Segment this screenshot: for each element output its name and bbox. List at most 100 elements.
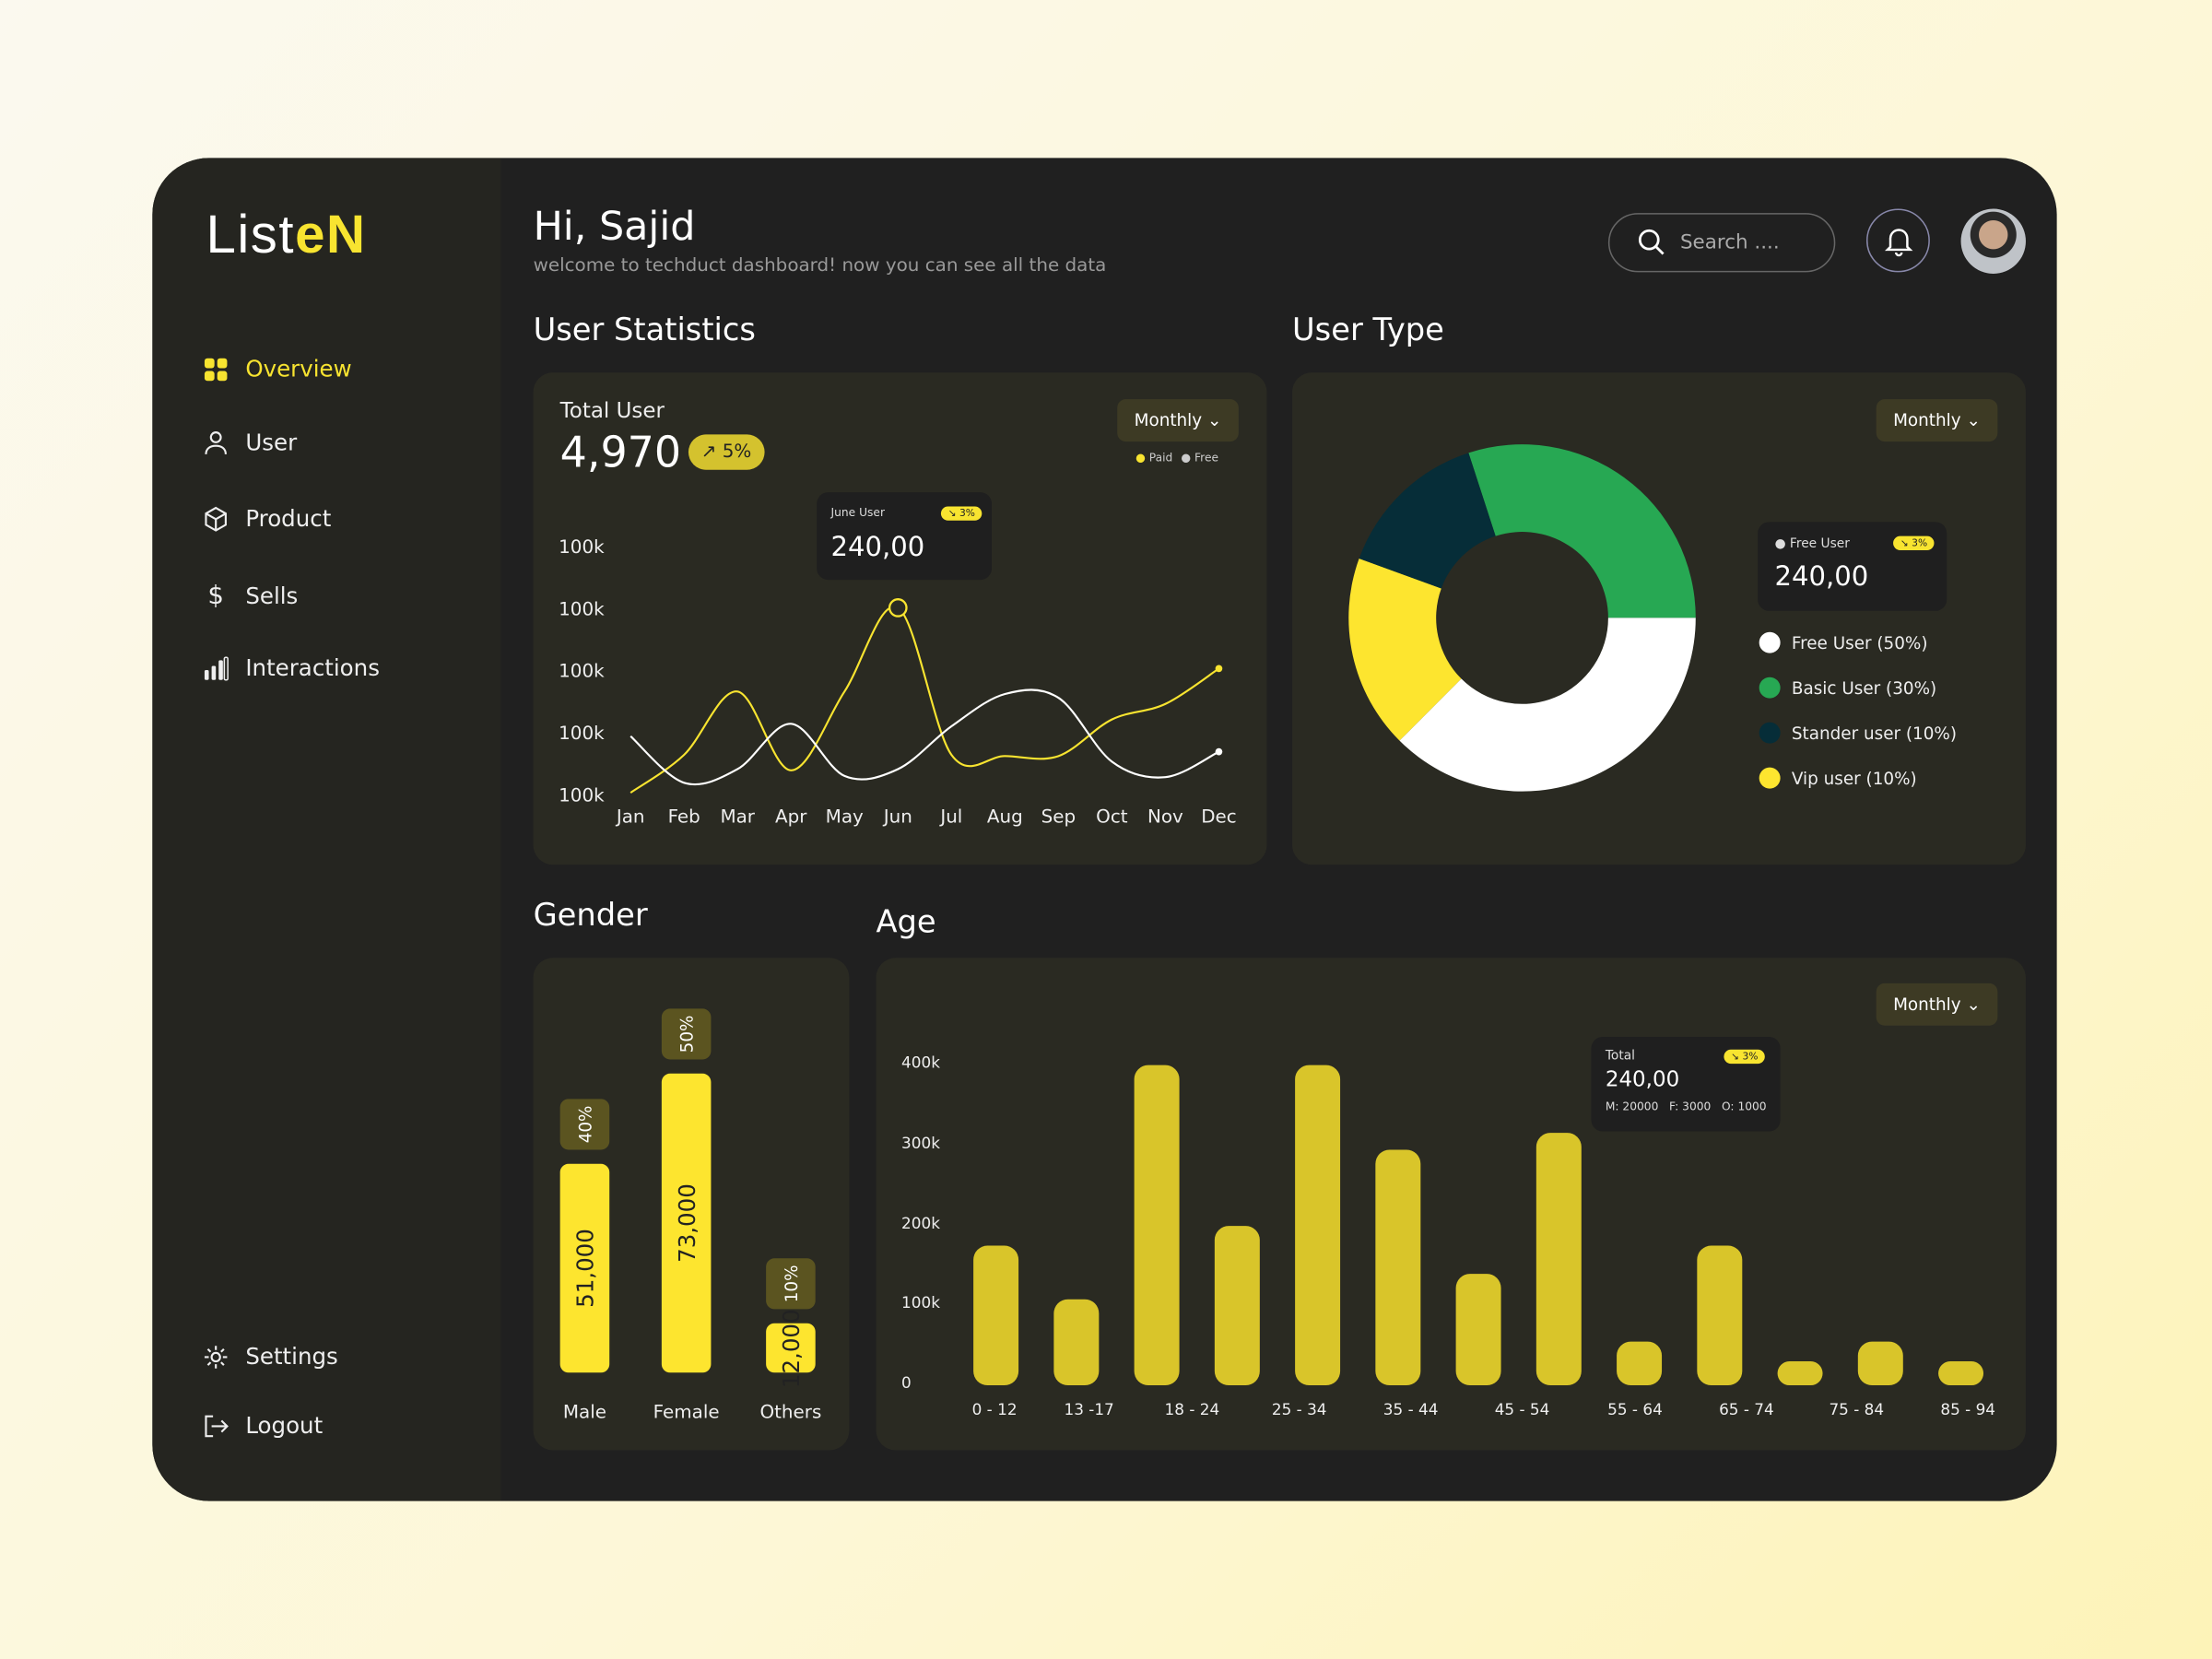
age-bar [1857,1341,1903,1386]
bar-value: 12,000 [777,1308,805,1388]
welcome-subtitle: welcome to techduct dashboard! now you c… [533,255,1107,276]
section-title-gender: Gender [533,898,648,935]
x-tick-label: Jan [616,806,645,829]
sidebar-item-label: Settings [245,1343,338,1371]
free-user-tooltip: ● Free User ↘ 3% 240,00 [1758,522,1947,611]
dropdown-value: Monthly [1893,994,1961,1015]
tooltip-value: 240,00 [830,532,925,563]
age-bar [1053,1300,1100,1386]
line-legend: ● Paid ● Free [1135,452,1218,465]
x-tick-label: Jun [883,806,912,829]
x-tick-label: Oct [1096,806,1128,829]
notification-button[interactable] [1865,208,1930,273]
monthly-dropdown[interactable]: Monthly ⌄ [1876,982,1998,1026]
sidebar-item-user[interactable]: User [203,429,297,455]
dropdown-value: Monthly [1134,410,1203,430]
y-tick-label: 100k [901,1293,940,1312]
monthly-dropdown[interactable]: Monthly ⌄ [1876,399,1998,442]
legend-label: Vip user (10%) [1791,768,1917,788]
donut-chart [1348,444,1696,792]
age-bar [1535,1133,1582,1386]
legend-free: ● Free [1181,451,1219,465]
series-line-paid [629,606,1220,794]
sidebar-item-overview[interactable]: Overview [203,356,352,382]
trend-up-icon: ↗ [700,441,723,464]
x-tick-label: Sep [1041,806,1077,829]
user-statistics-card [533,372,1267,865]
percent-badge: 40% [559,1099,610,1150]
sidebar: ListeN Overview User Product $ Sells Int… [152,158,501,1501]
legend-label: Basic User (30%) [1791,677,1937,698]
age-tooltip: Total ↘ 3% 240,00 M: 20000 F: 3000 O: 10… [1591,1036,1781,1132]
age-bar [1617,1341,1663,1386]
sidebar-item-product[interactable]: Product [203,505,331,532]
legend-item: Basic User (30%) [1759,677,1937,699]
sidebar-item-settings[interactable]: Settings [203,1343,338,1371]
y-tick-label: 400k [901,1053,940,1073]
age-bar [1214,1225,1260,1386]
section-title-user-type: User Type [1292,312,1444,349]
x-tick-label: Feb [667,806,700,829]
x-tick-label: 75 - 84 [1829,1400,1885,1419]
avatar[interactable] [1960,208,2026,274]
x-tick-label: Nov [1147,806,1183,829]
y-tick-label: 100k [559,661,605,683]
bar-value: 73,000 [673,1183,700,1263]
sidebar-item-logout[interactable]: Logout [203,1412,323,1439]
legend-dot [1759,677,1781,699]
percent-badge: 10% [766,1258,816,1310]
age-bar [1938,1361,1984,1386]
tooltip-breakdown: M: 20000 F: 3000 O: 1000 [1605,1100,1767,1113]
donut-slice-stander-user [1359,453,1496,589]
monthly-dropdown[interactable]: Monthly ⌄ [1117,399,1239,442]
y-tick-label: 200k [901,1214,940,1232]
change-badge: ↗ 5% [688,434,765,470]
y-tick-label: 300k [901,1134,940,1153]
series-end-point [1215,665,1223,673]
grid-icon [204,358,228,381]
sidebar-item-sells[interactable]: $ Sells [203,582,298,611]
donut-slice-basic-user [1468,444,1696,618]
legend-label: Stander user (10%) [1791,723,1958,743]
trend-down-icon: ↘ [1731,1051,1743,1063]
age-bar [1777,1361,1823,1386]
total-user-value: 4,970 [559,429,682,478]
sidebar-item-interactions[interactable]: Interactions [203,654,380,681]
donut-slice-vip-user [1348,559,1462,741]
gender-bar: 51,000 [559,1163,610,1373]
age-card [876,958,2026,1451]
tooltip-change-badge: ↘ 3% [1893,535,1935,550]
legend-item: Free User (50%) [1759,631,1928,653]
tooltip-label: Total [1605,1049,1636,1065]
logout-icon [205,1414,229,1437]
greeting: Hi, Sajid [533,203,696,250]
section-title-age: Age [876,905,936,941]
x-tick-label: 65 - 74 [1719,1400,1774,1419]
sidebar-item-label: User [245,429,298,456]
chevron-down-icon: ⌄ [1207,410,1222,430]
bar-percent: 10% [781,1265,801,1303]
box-icon [205,506,227,531]
sidebar-item-label: Product [245,504,332,533]
x-tick-label: 35 - 44 [1382,1400,1439,1419]
user-icon [205,430,227,454]
search-input[interactable]: Search .... [1607,213,1836,273]
tooltip-value: 240,00 [1774,561,1869,593]
highlight-point [888,598,908,618]
sidebar-item-label: Interactions [245,654,380,682]
tooltip-label: June User [830,506,886,520]
y-tick-label: 0 [901,1373,912,1393]
x-tick-label: May [825,806,864,829]
logo: ListeN [206,206,367,265]
legend-item: Stander user (10%) [1759,722,1958,744]
total-user-label: Total User [559,397,665,424]
change-value: 5% [722,441,752,464]
sidebar-item-label: Logout [245,1412,324,1440]
series-line-free [629,688,1219,786]
legend-dot [1759,767,1781,789]
legend-dot [1759,722,1781,744]
dollar-icon: $ [207,581,224,611]
june-tooltip: June User ↘ 3% 240,00 [817,492,993,581]
x-tick-label: 85 - 94 [1940,1400,1996,1419]
bar-value: 51,000 [571,1229,598,1308]
